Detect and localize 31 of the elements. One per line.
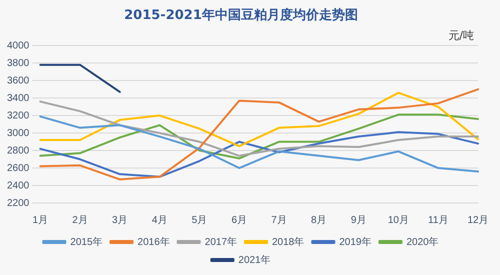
x-tick-label: 11月 [428, 214, 448, 226]
y-tick-label: 3600 [6, 75, 30, 86]
legend-label: 2019年 [339, 236, 372, 248]
legend-label: 2015年 [70, 236, 103, 248]
legend-label: 2017年 [204, 236, 238, 248]
legend-label: 2018年 [272, 236, 304, 248]
x-tick-label: 9月 [350, 214, 366, 226]
y-tick-label: 3200 [6, 110, 30, 122]
y-axis-title: 元/吨 [448, 28, 474, 42]
x-tick-label: 12月 [467, 214, 489, 226]
y-tick-label: 3800 [6, 58, 30, 69]
x-tick-label: 8月 [311, 214, 327, 226]
legend-label: 2020年 [406, 236, 439, 248]
legend-label: 2016年 [138, 236, 170, 248]
x-tick-label: 3月 [112, 214, 128, 226]
x-tick-label: 5月 [192, 214, 208, 226]
y-tick-label: 3400 [6, 92, 30, 104]
chart-title: 2015-2021年中国豆粕月度均价走势图 [124, 7, 358, 24]
y-tick-label: 4000 [6, 40, 30, 52]
y-tick-label: 2200 [6, 198, 30, 209]
x-tick-label: 1月 [32, 214, 48, 226]
y-tick-label: 2800 [6, 145, 30, 156]
x-tick-label: 7月 [271, 214, 287, 226]
y-tick-label: 3000 [6, 128, 30, 139]
y-tick-label: 2600 [6, 162, 30, 174]
x-tick-label: 2月 [72, 214, 88, 226]
x-tick-label: 10月 [388, 214, 409, 226]
x-tick-label: 6月 [231, 214, 248, 226]
x-tick-label: 4月 [152, 214, 168, 226]
y-tick-label: 2400 [6, 180, 30, 192]
legend-label: 2021年 [238, 254, 271, 266]
